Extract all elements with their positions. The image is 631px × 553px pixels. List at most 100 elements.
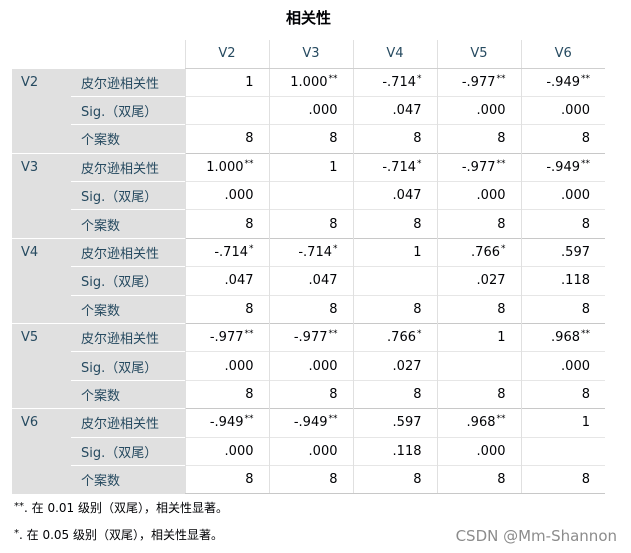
data-cell: 8 — [184, 379, 269, 409]
significance-marker: ** — [496, 73, 506, 84]
data-cell: 8 — [352, 464, 437, 495]
table-row: Sig.（双尾） .047 .047 .027 .118 — [12, 266, 605, 296]
data-cell: .000 — [268, 95, 353, 125]
row-stat-label: 皮尔逊相关性 — [71, 152, 185, 182]
data-cell: .000 — [436, 436, 521, 466]
table-row: 个案数 8 8 8 8 8 — [12, 124, 605, 154]
footnote-marker: * — [14, 528, 19, 539]
cell-value: .000 — [476, 188, 506, 204]
cell-value: 8 — [413, 301, 422, 317]
data-cell: 1 — [352, 237, 437, 267]
cell-value: .000 — [308, 358, 338, 374]
cell-value: 8 — [497, 472, 506, 488]
data-cell: -.714* — [268, 237, 353, 267]
data-cell: 8 — [268, 379, 353, 409]
significance-marker: * — [417, 73, 422, 84]
cell-value: 8 — [413, 216, 422, 232]
data-cell: -.977** — [268, 323, 353, 352]
data-cell — [520, 436, 605, 466]
data-cell — [436, 351, 521, 381]
row-stat-label: 个案数 — [71, 209, 185, 239]
data-cell: .766* — [436, 237, 521, 267]
cell-value: .766 — [387, 330, 416, 346]
row-group-label: V5 — [12, 323, 71, 409]
cell-value: 8 — [329, 216, 338, 232]
cell-value: 8 — [581, 386, 590, 402]
data-cell — [184, 95, 269, 125]
significance-marker: ** — [581, 158, 590, 169]
cell-value: .000 — [224, 358, 254, 374]
data-cell: .766* — [352, 323, 437, 352]
significance-marker: ** — [328, 414, 338, 425]
data-cell: 1 — [436, 323, 521, 352]
row-stat-label: 个案数 — [71, 379, 185, 409]
cell-value: -.977 — [209, 330, 244, 346]
footnote: **. 在 0.01 级别（双尾），相关性显著。 — [14, 499, 228, 516]
table-row: 个案数 8 8 8 8 8 — [12, 209, 605, 239]
table-row: Sig.（双尾） .000 .000 .118 .000 — [12, 436, 605, 466]
cell-value: 8 — [581, 301, 590, 317]
significance-marker: * — [417, 329, 422, 340]
row-stat-label: Sig.（双尾） — [71, 266, 185, 296]
significance-marker: ** — [581, 329, 590, 340]
cell-value: -.977 — [461, 74, 496, 90]
table-row: Sig.（双尾） .000 .047 .000 .000 — [12, 181, 605, 210]
significance-marker: ** — [496, 414, 506, 425]
significance-marker: * — [333, 244, 338, 255]
data-cell: .000 — [520, 351, 605, 381]
significance-marker: ** — [328, 73, 338, 84]
significance-marker: ** — [244, 414, 254, 425]
row-stat-label: 皮尔逊相关性 — [71, 237, 185, 267]
footnote-text: . 在 0.05 级别（双尾），相关性显著。 — [19, 528, 223, 542]
cell-value: 8 — [245, 301, 254, 317]
row-stat-label: Sig.（双尾） — [71, 351, 185, 381]
row-group-label: V3 — [12, 152, 71, 239]
table-row: V2 皮尔逊相关性 1 1.000** -.714* -.977** -.949** — [12, 67, 605, 154]
data-cell: .000 — [184, 436, 269, 466]
cell-value: 1 — [245, 74, 254, 90]
table-body: V2 皮尔逊相关性 1 1.000** -.714* -.977** -.949** Sig.… — [12, 67, 605, 495]
cell-value: 8 — [497, 131, 506, 147]
cell-value: -.949 — [546, 74, 580, 90]
table-row: V4 皮尔逊相关性 -.714* -.714* 1.766* .597 — [12, 237, 605, 324]
watermark: CSDN @Mm-Shannon — [455, 527, 617, 545]
row-group-label: V4 — [12, 237, 71, 324]
cell-value: 8 — [497, 216, 506, 232]
data-cell: .597 — [520, 237, 605, 267]
significance-marker: ** — [328, 329, 338, 340]
header-corner — [12, 40, 185, 68]
cell-value: -.714 — [382, 74, 416, 90]
cell-value: .968 — [551, 330, 580, 346]
cell-value: .047 — [224, 273, 254, 289]
data-cell: .047 — [352, 181, 437, 210]
data-cell: 8 — [520, 209, 605, 239]
table-row: Sig.（双尾） .000 .047 .000 .000 — [12, 95, 605, 125]
cell-value: 8 — [245, 131, 254, 147]
data-cell — [268, 181, 353, 210]
cell-value: .047 — [308, 273, 338, 289]
cell-value: 1.000 — [290, 74, 328, 90]
significance-marker: ** — [244, 329, 254, 340]
table-row: V6 皮尔逊相关性 -.949** -.949** .597.968** 1 — [12, 408, 605, 494]
data-cell: .000 — [436, 95, 521, 125]
cell-value: 8 — [329, 386, 338, 402]
data-cell: 8 — [184, 464, 269, 495]
column-header: V5 — [436, 40, 521, 69]
data-cell: -.949** — [184, 408, 269, 438]
data-cell: -.714* — [352, 67, 437, 97]
cell-value: 8 — [413, 131, 422, 147]
cell-value: .597 — [561, 245, 590, 261]
cell-value: -.714 — [298, 245, 332, 261]
data-cell: 8 — [268, 464, 353, 495]
data-cell: 8 — [520, 124, 605, 154]
data-cell: 8 — [184, 124, 269, 154]
cell-value: .000 — [561, 103, 590, 119]
column-header: V3 — [268, 40, 353, 69]
data-cell: 8 — [520, 464, 605, 495]
data-cell: .000 — [184, 181, 269, 210]
header-row: V2 V3 V4 V5 V6 — [12, 40, 605, 69]
cell-value: .047 — [392, 103, 422, 119]
table-row: Sig.（双尾） .000 .000 .027 .000 — [12, 351, 605, 381]
cell-value: 8 — [245, 386, 254, 402]
data-cell: .118 — [520, 266, 605, 296]
